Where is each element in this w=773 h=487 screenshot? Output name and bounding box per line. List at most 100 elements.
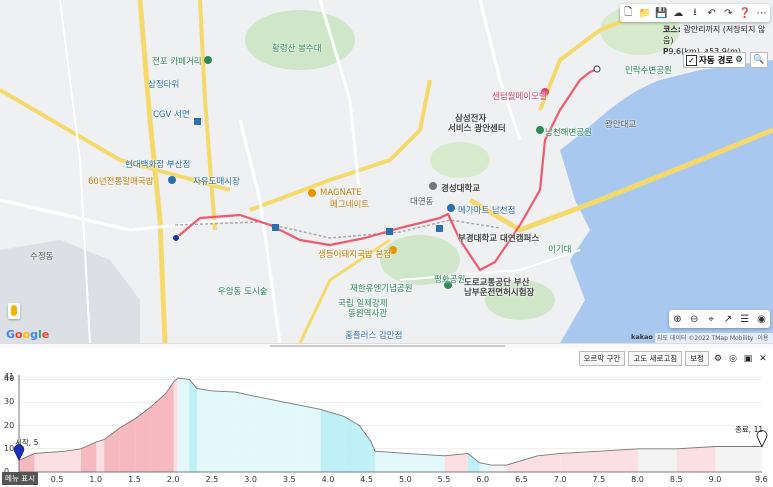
map-label-homeplus: 홈플러스 감만점	[345, 331, 403, 341]
map-label-kyungsung: 경성대학교	[441, 184, 481, 194]
elevation-segment	[479, 462, 492, 472]
x-tick-label: 0.5	[50, 475, 64, 484]
file-icon[interactable]: 🗋	[624, 6, 633, 18]
elevation-segment	[560, 451, 600, 472]
elevation-segment	[104, 427, 120, 472]
elevation-segment	[166, 381, 174, 472]
google-logo: Google	[6, 328, 50, 341]
street-view-pegman[interactable]	[8, 303, 20, 319]
map-label-hwangnyeongsan: 황령산 봉수대	[272, 44, 322, 54]
image-icon[interactable]: ▣	[743, 353, 753, 364]
y-tick-label: 0	[4, 467, 9, 476]
elevation-segment	[189, 379, 198, 472]
elevation-segment	[506, 460, 523, 472]
elevation-segment	[65, 448, 81, 472]
elevation-segment	[359, 425, 372, 472]
course-ascent: 53.9(m)	[709, 47, 741, 56]
x-tick-label: 4.5	[360, 475, 374, 484]
resize-grip	[270, 345, 505, 347]
elevation-area	[18, 377, 762, 472]
redo-icon[interactable]: ↷	[724, 7, 733, 19]
elevation-segment	[320, 409, 345, 472]
course-title-label: 코스:	[663, 25, 681, 34]
map-label-jeonpo: 전포 카페거리	[152, 57, 202, 67]
kakao-logo: kakao	[631, 333, 653, 341]
x-tick-label: 6.5	[515, 475, 528, 484]
elevation-segment	[96, 439, 105, 472]
panel-resize-handle[interactable]	[0, 343, 773, 349]
map-label-minrak: 민락수변공원	[625, 66, 672, 76]
uphill-segment-button[interactable]: 오르막 구간	[578, 351, 626, 366]
elevation-chart[interactable]	[0, 348, 773, 487]
y-tick-label: 30	[4, 397, 15, 407]
save-icon[interactable]: 💾	[655, 7, 668, 19]
locate-icon[interactable]: ⌖	[708, 313, 714, 325]
auto-route-toggle[interactable]: ✓ 자동 경로 ⚙	[683, 52, 746, 68]
x-tick-label: 5.5	[437, 475, 451, 484]
search-button[interactable]: 🔍	[750, 52, 768, 68]
undo-icon[interactable]: ↶	[707, 7, 716, 19]
map-label-magnate: MAGNATE	[320, 188, 362, 198]
x-tick-label: 7.0	[553, 475, 567, 484]
map-label-samsung-service2: 서비스 광안센터	[448, 124, 506, 134]
x-tick-label: 5.0	[398, 475, 412, 484]
course-distance: 9.6(km)	[668, 47, 699, 56]
map-tools: ⊕ ⊖ ⌖ ↗ ☰ ◉	[669, 310, 770, 328]
course-info: 코스: 광안리까지 (저장되지 않음) 𝐏9.6(km) ↗53.9(m)	[663, 24, 773, 57]
folder-icon[interactable]: 📁	[638, 7, 652, 19]
elevation-segment	[119, 418, 136, 472]
help-icon[interactable]: ❓	[738, 7, 752, 19]
auto-route-checkbox[interactable]: ✓	[686, 54, 697, 66]
elevation-segment	[375, 451, 406, 472]
elevation-segment	[19, 453, 35, 472]
show-menu-button[interactable]: 메뉴 표시	[2, 472, 38, 485]
cloud-icon[interactable]: ☁	[673, 7, 684, 19]
ascent-icon: ↗	[702, 47, 709, 56]
elevation-segment	[49, 451, 66, 472]
map-label-gwangan-bridge: 광안대교	[605, 120, 637, 130]
more-icon[interactable]: ⋯	[756, 7, 767, 19]
elevation-segment	[405, 453, 445, 472]
elevation-segment	[638, 448, 677, 472]
pin-icon[interactable]: ◉	[757, 313, 766, 325]
x-tick-label: 6.0	[476, 475, 490, 484]
x-tick-label: 4.0	[321, 475, 335, 484]
start-point-label: 시작, 5	[15, 438, 39, 448]
map-label-jayu: 자유도매시장	[193, 177, 240, 187]
refresh-elevation-button[interactable]: 고도 새로고침	[628, 351, 683, 366]
map-label-centum: 센텀월메이모텔	[492, 92, 547, 102]
map-label-national1: 국립 일제강제	[338, 299, 388, 309]
x-tick-label: 9.6	[755, 475, 768, 484]
map-label-bukyong: 부경대학교 대연캠퍼스	[458, 234, 540, 244]
start-marker	[13, 444, 25, 461]
map-label-igidae: 이기대	[548, 245, 572, 255]
map-label-jaehan: 재한유엔기념공원	[350, 284, 413, 294]
correct-button[interactable]: 보정	[685, 351, 709, 366]
list-icon[interactable]: ☰	[740, 313, 750, 325]
settings-icon[interactable]: ⚙	[713, 353, 723, 364]
elevation-segment	[467, 453, 480, 472]
y-tick-label: 10	[4, 443, 15, 453]
map-view[interactable]: 황령산 봉수대 전포 카페거리 삼정타워 CGV 서면 현대백화점 부산점 60…	[0, 0, 773, 343]
elevation-segment	[34, 452, 50, 472]
x-tick-label: 1.0	[89, 475, 103, 484]
map-label-pyeonghwa: 평화공원	[434, 275, 466, 285]
elevation-toolbar: 오르막 구간 고도 새로고침 보정 ⚙ ◎ ▣ ✕	[578, 351, 770, 366]
terms-link[interactable]: 이용약관	[757, 335, 769, 342]
map-data-credit: 지도 데이터 ©2022 TMap Mobility	[657, 335, 754, 342]
trend-icon[interactable]: ↗	[723, 313, 733, 325]
x-tick-label: 8.0	[631, 475, 644, 484]
zoom-out-icon[interactable]: ⊖	[690, 313, 699, 325]
x-tick-label: 1.5	[128, 475, 141, 484]
map-label-daeyeon: 대연동	[410, 197, 434, 207]
y-tick-label: 40	[4, 374, 15, 384]
download-icon[interactable]: ⭳	[693, 6, 697, 18]
close-icon[interactable]: ✕	[759, 353, 767, 364]
location-icon[interactable]: ◎	[729, 353, 737, 364]
gear-icon[interactable]: ⚙	[735, 55, 743, 65]
elevation-segment	[274, 400, 298, 472]
elevation-segment	[344, 416, 360, 472]
zoom-in-icon[interactable]: ⊕	[673, 313, 682, 325]
file-toolbar: 🗋 📁 💾 ☁ ⭳ ↶ ↷ ❓ ⋯	[620, 4, 770, 22]
